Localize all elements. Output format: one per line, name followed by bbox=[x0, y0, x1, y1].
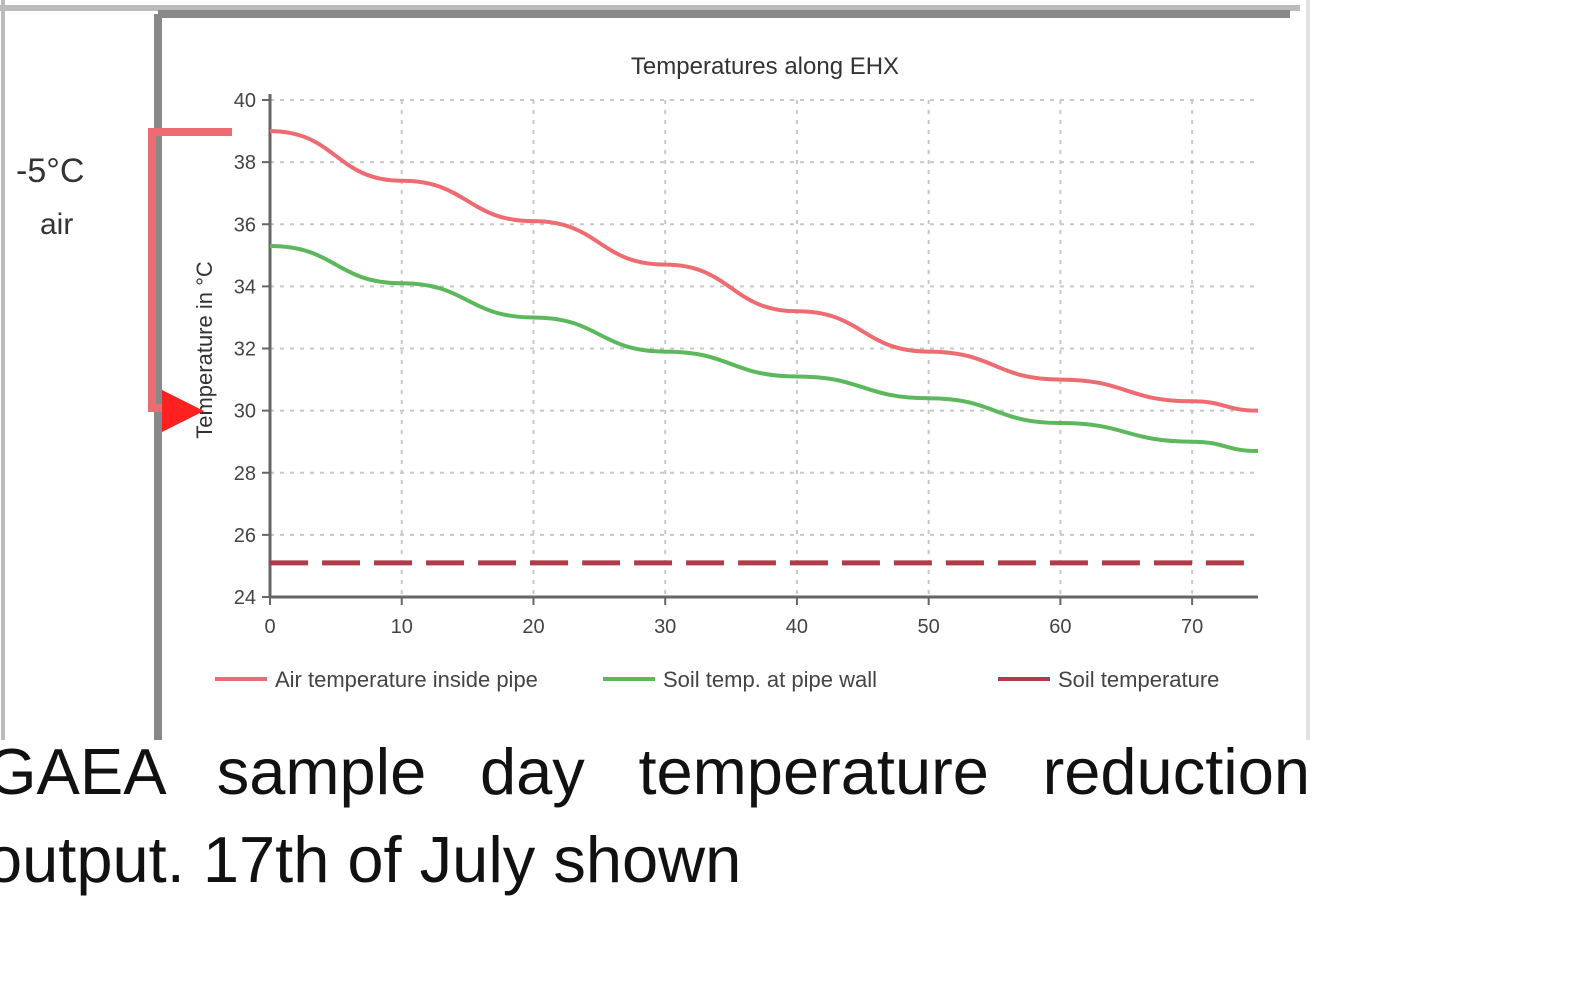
x-tick-label: 30 bbox=[654, 616, 676, 638]
x-tick-label: 50 bbox=[918, 616, 940, 638]
legend: Air temperature inside pipe Soil temp. at… bbox=[215, 667, 1219, 692]
series-line-1 bbox=[269, 243, 1259, 454]
figure: Temperatures along EHX Temperature in °C… bbox=[0, 0, 1310, 740]
x-tick-label: 70 bbox=[1181, 616, 1203, 638]
y-tick-label: 24 bbox=[234, 587, 256, 609]
y-tick-label: 34 bbox=[234, 276, 256, 298]
y-tick-label: 36 bbox=[234, 214, 256, 236]
temperature-chart: Temperatures along EHX Temperature in °C… bbox=[0, 0, 1310, 740]
series-line-0 bbox=[269, 129, 1259, 413]
y-tick-label: 30 bbox=[234, 401, 256, 423]
y-tick-label: 28 bbox=[234, 463, 256, 485]
grid bbox=[269, 99, 1258, 598]
annotation-delta: -5°C bbox=[16, 152, 85, 190]
y-tick-label: 38 bbox=[234, 152, 256, 174]
y-tick-label: 40 bbox=[234, 90, 256, 112]
y-tick-label: 26 bbox=[234, 525, 256, 547]
chart-title: Temperatures along EHX bbox=[631, 53, 899, 80]
x-tick-label: 40 bbox=[786, 616, 808, 638]
legend-label-1: Soil temp. at pipe wall bbox=[663, 667, 877, 692]
x-tick-label: 10 bbox=[391, 616, 413, 638]
series-lines bbox=[269, 129, 1259, 566]
x-tick-label: 20 bbox=[522, 616, 544, 638]
temperature-drop-arrow bbox=[148, 128, 232, 432]
annotation-medium: air bbox=[40, 208, 74, 241]
legend-label-2: Soil temperature bbox=[1058, 667, 1219, 692]
axes: 0 10 20 30 40 50 60 70 24 26 28 30 32 34 36 38 40 bbox=[234, 90, 1258, 638]
x-tick-label: 60 bbox=[1049, 616, 1071, 638]
figure-caption: GAEA sample day temperature reduction ou… bbox=[0, 735, 1310, 896]
y-tick-label: 32 bbox=[234, 339, 256, 361]
x-tick-label: 0 bbox=[264, 616, 275, 638]
legend-label-0: Air temperature inside pipe bbox=[275, 667, 538, 692]
